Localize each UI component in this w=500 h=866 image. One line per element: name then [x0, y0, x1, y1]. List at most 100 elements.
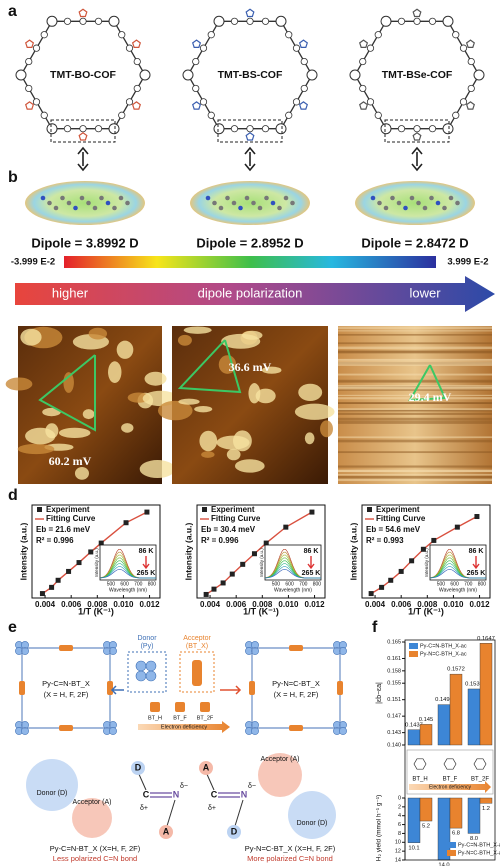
data-point [474, 514, 480, 520]
node [182, 69, 194, 81]
data-point [76, 560, 82, 566]
afm-image [18, 326, 162, 484]
x-tick-label: 0.006 [226, 600, 247, 609]
data-point [144, 509, 150, 515]
polarization-arrow [15, 276, 495, 312]
donor-label: Donor [137, 635, 157, 642]
value-label: 0.1498 [435, 697, 453, 703]
repeat-unit [459, 44, 468, 52]
y-tick-label: 4 [398, 813, 401, 819]
atom [205, 195, 211, 201]
afm-feature [116, 340, 134, 359]
atom [409, 195, 415, 201]
category-label: BT_2F [471, 777, 489, 783]
inset-temp: 265 K [302, 570, 321, 577]
repeat-unit [285, 111, 293, 119]
afm-feature [121, 423, 134, 433]
atom [225, 195, 230, 201]
y-axis-label: Intensity (a.u.) [18, 523, 28, 581]
afm-feature [216, 435, 250, 450]
binding-energy: Eb = 54.6 meV [366, 525, 421, 534]
y-tick-label: 8 [398, 831, 401, 837]
heterocycle [78, 8, 88, 18]
value-label: 14.0 [438, 863, 449, 866]
deficiency-label: Electron deficiency [161, 724, 207, 730]
charge-label: δ+ [208, 805, 216, 812]
bt-unit [200, 702, 210, 712]
bar [479, 797, 493, 804]
data-point [379, 584, 385, 590]
afm-stripe [338, 333, 492, 336]
atom [377, 200, 382, 206]
afm-feature [218, 355, 237, 374]
esp-surface [355, 181, 475, 225]
charge-label: δ− [180, 783, 188, 790]
y-axis-label: H₂ yield (mmol h⁻¹ g⁻¹) [376, 795, 383, 861]
afm-feature [298, 383, 323, 401]
node [275, 123, 287, 135]
donor-region [26, 759, 78, 811]
unit-label: BT_2F [197, 715, 214, 721]
bond [234, 799, 244, 827]
repeat-unit [199, 44, 208, 52]
afm-stripe [338, 363, 492, 366]
data-point [263, 540, 269, 546]
repeat-unit [125, 98, 134, 106]
donor-label: (Py) [141, 643, 154, 650]
afm-feature [74, 467, 89, 480]
inset-tick-label: 800 [478, 581, 487, 587]
dipole-label: Dipole = 3.8992 D [31, 235, 138, 250]
acceptor-region [72, 798, 112, 838]
bt-unit [192, 660, 202, 686]
afm-stripe [338, 436, 492, 438]
inset-tick-label: 800 [148, 581, 157, 587]
inset-tick-label: 600 [285, 581, 294, 587]
legend-marker [367, 507, 372, 512]
legend-label: Fitting Curve [376, 514, 426, 523]
value-label: 8.0 [470, 836, 478, 842]
atom [455, 200, 460, 206]
y-tick-label: 12 [395, 849, 401, 855]
repeat-unit [374, 111, 382, 119]
afm-stripe [338, 342, 492, 345]
atom [118, 195, 124, 201]
data-point [420, 546, 426, 552]
structure-name: Py-N=C-BT_X [272, 679, 320, 688]
donor-label: Donor (D) [37, 790, 68, 797]
y-axis-label: |εb−εa| [376, 682, 383, 704]
repeat-unit [413, 17, 421, 25]
repeat-unit [192, 84, 200, 93]
data-point [240, 561, 246, 567]
acceptor-unit [337, 681, 343, 695]
donor-region [288, 791, 336, 839]
atom [53, 205, 59, 211]
repeat-unit [79, 17, 87, 25]
inset-temp: 265 K [137, 570, 156, 577]
inset-temp: 86 K [304, 548, 319, 555]
value-label: 1.2 [482, 806, 490, 812]
afm-feature [201, 451, 215, 458]
colorbar-min: -3.999 E-2 [11, 257, 55, 268]
repeat-unit [25, 84, 33, 93]
bar [407, 729, 421, 746]
repeat-unit [366, 44, 375, 52]
afm-stripe [338, 350, 492, 353]
afm-stripe [338, 379, 492, 382]
repeat-unit [246, 17, 254, 25]
atom [244, 195, 250, 201]
node [108, 123, 120, 135]
afm-feature [17, 443, 55, 455]
arrow-head [244, 146, 256, 172]
atom [383, 205, 389, 211]
atom [396, 200, 402, 206]
legend-label: Py-N=C-BTH_X-ac [458, 850, 500, 856]
acceptor-unit [249, 681, 255, 695]
data-point [211, 586, 217, 592]
repeat-unit [397, 17, 406, 25]
data-point [398, 568, 404, 574]
arrow-left [110, 685, 124, 695]
afm-stripe [338, 478, 492, 482]
heterocycle [465, 39, 475, 48]
x-axis-label: 1/T (K⁻¹) [408, 606, 444, 616]
y-tick-label: 2 [398, 804, 401, 810]
